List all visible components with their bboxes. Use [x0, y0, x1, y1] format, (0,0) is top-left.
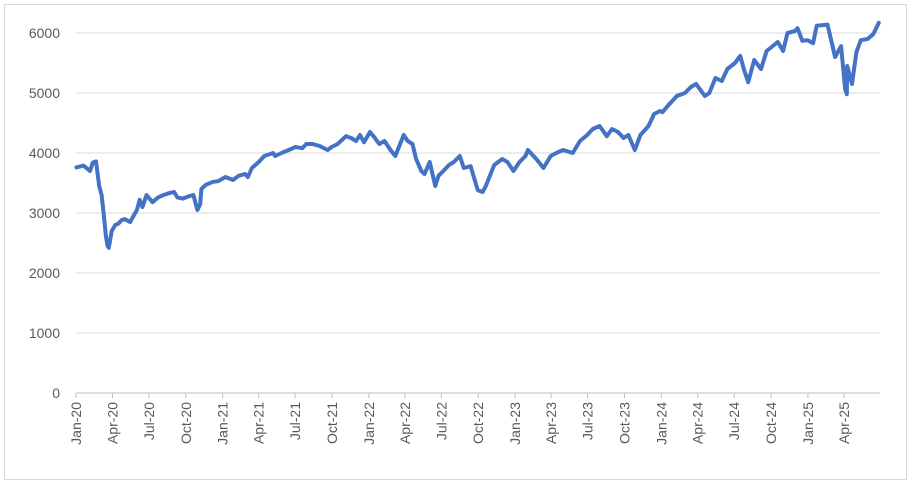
x-tick-label: Oct-22	[470, 402, 486, 444]
y-tick-label: 5000	[29, 85, 60, 101]
y-tick-label: 3000	[29, 205, 60, 221]
x-tick-label: Apr-25	[836, 402, 852, 444]
x-tick-label: Apr-24	[690, 402, 706, 444]
x-tick-label: Apr-20	[104, 402, 120, 444]
x-tick-label: Apr-23	[543, 402, 559, 444]
series-line-0	[74, 20, 881, 250]
y-tick-label: 6000	[29, 25, 60, 41]
x-tick-label: Jan-24	[653, 402, 669, 445]
x-tick-label: Jul-21	[287, 402, 303, 440]
x-tick-label: Jul-24	[726, 402, 742, 440]
x-tick-label: Oct-20	[178, 402, 194, 444]
x-tick-label: Jan-22	[361, 402, 377, 445]
x-tick-label: Oct-21	[324, 402, 340, 444]
y-tick-label: 4000	[29, 145, 60, 161]
x-tick-label: Jan-25	[800, 402, 816, 445]
x-tick-label: Oct-23	[616, 402, 632, 444]
y-tick-label: 0	[52, 385, 60, 401]
y-tick-label: 2000	[29, 265, 60, 281]
x-tick-label: Jan-21	[215, 402, 231, 445]
x-tick-label: Apr-22	[397, 402, 413, 444]
x-tick-label: Jul-23	[580, 402, 596, 440]
x-tick-label: Oct-24	[763, 402, 779, 444]
x-tick-label: Jul-22	[433, 402, 449, 440]
x-tick-label: Jul-20	[141, 402, 157, 440]
x-tick-label: Jan-20	[68, 402, 84, 445]
x-tick-label: Jan-23	[507, 402, 523, 445]
x-tick-label: Apr-21	[251, 402, 267, 444]
chart-area	[4, 4, 907, 480]
y-tick-label: 1000	[29, 325, 60, 341]
